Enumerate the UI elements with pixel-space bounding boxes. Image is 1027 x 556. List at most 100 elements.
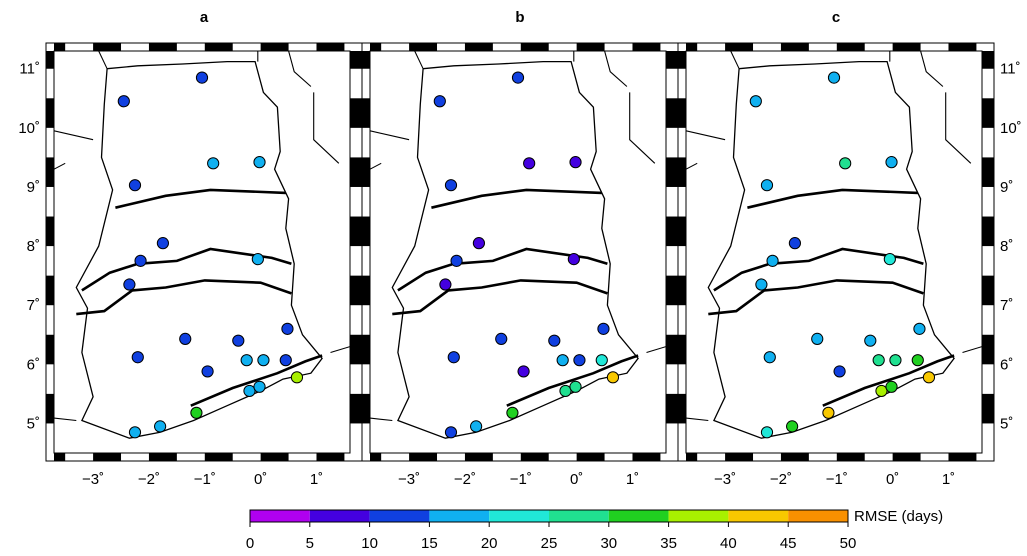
country-border	[54, 417, 77, 422]
frame-segment	[46, 334, 54, 365]
country-border	[945, 92, 972, 164]
colorbar-segment	[668, 510, 729, 522]
country-border	[313, 92, 340, 164]
climate-zone-boundary	[115, 188, 286, 209]
station-point	[833, 365, 846, 378]
frame-segment	[362, 98, 370, 128]
station-point	[766, 254, 779, 267]
x-tick-label: 1˚	[942, 471, 955, 488]
frame-segment	[46, 51, 54, 69]
frame-segment	[46, 216, 54, 247]
frame-segment	[362, 275, 370, 306]
frame-segment	[982, 98, 994, 128]
frame-segment	[464, 43, 493, 51]
station-point	[123, 278, 136, 291]
frame-segment	[576, 453, 605, 461]
frame-segment	[982, 393, 994, 424]
frame-segment	[350, 51, 362, 69]
station-point	[788, 237, 802, 250]
station-point	[567, 252, 580, 266]
frame-segment	[520, 43, 549, 51]
country-border	[370, 162, 382, 170]
colorbar-segment	[549, 510, 609, 522]
station-point	[253, 156, 266, 169]
x-tick-label: −3˚	[398, 471, 420, 488]
frame-segment	[678, 51, 686, 69]
station-point	[827, 71, 841, 84]
country-border	[330, 346, 350, 354]
station-point	[523, 157, 536, 170]
climate-zone-boundary	[81, 247, 292, 292]
frame-segment	[678, 98, 686, 128]
station-point	[190, 406, 203, 419]
y-tick-label: 7˚	[1000, 297, 1013, 314]
station-point	[760, 179, 774, 192]
x-tick-label: −2˚	[770, 471, 792, 488]
country-border	[288, 51, 312, 87]
frame-segment	[982, 51, 994, 69]
station-point	[179, 332, 192, 346]
frame-segment	[678, 216, 686, 247]
y-tick-label: 6˚	[27, 356, 40, 373]
y-tick-label: 10˚	[18, 120, 40, 137]
frame-segment	[678, 157, 686, 187]
climate-zone-boundary	[747, 188, 918, 209]
country-border	[414, 51, 424, 69]
frame-segment	[362, 334, 370, 365]
frame-segment	[350, 98, 362, 128]
station-point	[517, 365, 530, 378]
frame-segment	[892, 453, 921, 461]
colorbar-segment	[429, 510, 490, 522]
station-point	[251, 252, 264, 266]
station-point	[131, 351, 144, 364]
station-point	[885, 156, 898, 169]
station-point	[156, 237, 170, 250]
climate-zone-boundary	[392, 279, 608, 316]
frame-segment	[576, 43, 605, 51]
frame-segment	[464, 453, 493, 461]
frame-segment	[362, 216, 370, 247]
station-point	[755, 278, 768, 291]
station-point	[232, 334, 245, 347]
map-panel-a: a −3˚ −2˚ −1˚ 0˚ 1˚ 11˚ 10˚ 9˚ 8˚ 7˚ 6˚ 5˚	[18, 9, 363, 488]
climate-zone-boundary	[397, 247, 608, 292]
map-inner-frame	[53, 50, 351, 454]
colorbar-tick-label: 30	[600, 535, 617, 552]
frame-segment	[93, 43, 122, 51]
x-tick-label: −2˚	[454, 471, 476, 488]
station-point	[439, 278, 452, 291]
station-point	[279, 354, 292, 367]
station-point	[883, 252, 896, 266]
panel-label: c	[832, 9, 840, 26]
colorbar-tick-label: 40	[720, 535, 737, 552]
colorbar-tick-label: 45	[780, 535, 797, 552]
colorbar-tick-label: 10	[361, 535, 378, 552]
frame-segment	[678, 275, 686, 306]
station-point	[495, 332, 508, 346]
station-point	[872, 354, 885, 367]
frame-segment	[666, 51, 678, 69]
ghana-outline	[707, 60, 955, 439]
station-point	[257, 354, 270, 367]
y-tick-label: 11˚	[19, 61, 40, 78]
station-point	[201, 365, 214, 378]
y-tick-label: 8˚	[1000, 238, 1013, 255]
station-point	[760, 426, 774, 439]
country-border	[370, 130, 410, 141]
country-border	[686, 162, 698, 170]
country-border	[646, 346, 666, 354]
station-point	[875, 384, 888, 398]
frame-segment	[666, 334, 678, 365]
frame-segment	[46, 98, 54, 128]
frame-segment	[982, 216, 994, 247]
colorbar: 0 5 10 15 20 25 30 35 40 45 50 RMSE (days)	[246, 508, 943, 552]
map-inner-frame	[369, 50, 667, 454]
climate-zone-boundary	[190, 354, 323, 407]
frame-segment	[666, 275, 678, 306]
y-tick-label: 11˚	[1000, 61, 1021, 78]
map-frame	[677, 42, 995, 462]
map-area	[54, 51, 350, 439]
frame-segment	[46, 393, 54, 424]
frame-segment	[350, 216, 362, 247]
